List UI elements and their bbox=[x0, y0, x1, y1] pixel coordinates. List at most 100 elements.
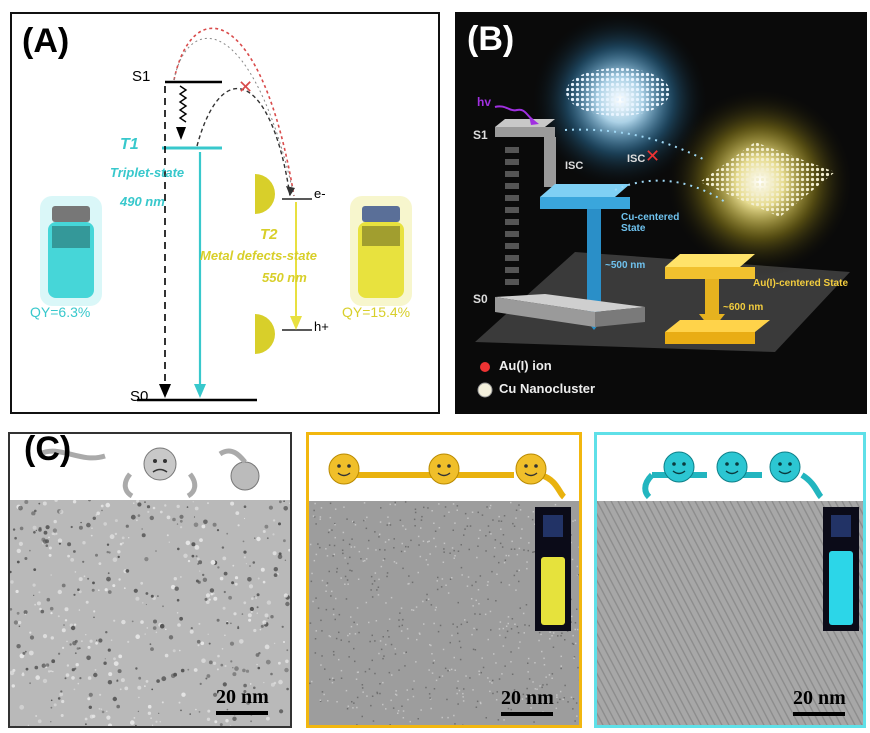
tem-speckle bbox=[273, 573, 278, 577]
tem-speckle bbox=[158, 712, 160, 714]
tem-speckle bbox=[428, 540, 430, 542]
tem-speckle bbox=[328, 529, 331, 531]
tem-speckle bbox=[161, 676, 167, 682]
tem-speckle bbox=[110, 639, 113, 641]
tem-speckle bbox=[373, 580, 376, 582]
tem-speckle bbox=[328, 570, 330, 573]
tem-speckle bbox=[50, 670, 52, 672]
tem-speckle bbox=[16, 644, 21, 649]
tem-speckle bbox=[75, 663, 79, 667]
tem-speckle bbox=[51, 532, 55, 535]
tem-speckle bbox=[319, 699, 322, 701]
tem-speckle bbox=[342, 539, 345, 541]
tem-speckle bbox=[230, 660, 233, 663]
tem-speckle bbox=[385, 708, 387, 710]
gray-cartoon-strip bbox=[38, 447, 260, 499]
tem-speckle bbox=[415, 606, 418, 608]
tem-speckle bbox=[257, 577, 260, 580]
tem-speckle bbox=[42, 678, 48, 684]
tem-speckle bbox=[285, 659, 289, 664]
tem-speckle bbox=[552, 632, 555, 634]
tem-speckle bbox=[327, 700, 329, 702]
tem-speckle bbox=[112, 584, 116, 588]
tem-speckle bbox=[73, 688, 76, 691]
tem-speckle bbox=[508, 584, 511, 586]
tem-speckle bbox=[156, 679, 160, 683]
tem-speckle bbox=[217, 566, 220, 569]
tem-speckle bbox=[346, 518, 348, 520]
tem-speckle bbox=[551, 673, 554, 675]
tem-speckle bbox=[164, 504, 167, 507]
tem-speckle bbox=[510, 548, 513, 550]
tem-speckle bbox=[172, 517, 176, 522]
tem-speckle bbox=[463, 534, 465, 536]
tem-speckle bbox=[386, 575, 388, 578]
tem-speckle bbox=[420, 527, 422, 529]
tem-speckle bbox=[147, 510, 150, 513]
tem-speckle bbox=[166, 515, 171, 520]
tem-speckle bbox=[150, 594, 154, 598]
lattice-fringe bbox=[694, 500, 814, 725]
tem-speckle bbox=[232, 667, 234, 669]
tem-speckle bbox=[324, 668, 326, 670]
tem-speckle bbox=[32, 525, 37, 530]
scalebar-2-label: 20 nm bbox=[501, 687, 554, 709]
tem-speckle bbox=[331, 590, 333, 593]
tem-speckle bbox=[93, 672, 98, 678]
tem-speckle bbox=[83, 575, 86, 578]
tem-speckle bbox=[376, 692, 379, 695]
tem-speckle bbox=[64, 677, 67, 680]
au-ground-bar bbox=[665, 332, 755, 344]
tem-speckle bbox=[447, 592, 450, 594]
tem-speckle bbox=[88, 498, 91, 502]
tem-speckle bbox=[12, 668, 16, 672]
tem-speckle bbox=[187, 559, 191, 563]
tem-speckle bbox=[149, 515, 154, 521]
tem-speckle bbox=[140, 581, 144, 585]
tem-speckle bbox=[52, 670, 54, 673]
tem-speckle bbox=[70, 625, 76, 631]
tem-speckle bbox=[247, 613, 252, 618]
tem-speckle bbox=[495, 699, 498, 701]
tem-speckle bbox=[234, 582, 238, 586]
tem-speckle bbox=[441, 716, 443, 719]
tem-speckle bbox=[50, 574, 52, 576]
tem-speckle bbox=[450, 668, 453, 671]
tem-speckle bbox=[348, 543, 351, 546]
tem-speckle bbox=[576, 565, 579, 568]
tem-speckle bbox=[433, 622, 435, 625]
tem-speckle bbox=[429, 697, 431, 699]
s0-bar bbox=[495, 297, 595, 327]
tem-speckle bbox=[42, 501, 47, 506]
tem-speckle bbox=[419, 633, 421, 635]
tem-speckle bbox=[13, 620, 18, 625]
tem-speckle bbox=[394, 653, 397, 655]
tem-speckle bbox=[106, 710, 108, 712]
tem-speckle bbox=[17, 620, 22, 625]
tem-speckle bbox=[422, 540, 425, 542]
tem-speckle bbox=[77, 682, 80, 685]
tem-speckle bbox=[385, 643, 387, 646]
tem-speckle bbox=[576, 715, 578, 717]
tem-speckle bbox=[500, 528, 502, 530]
tem-speckle bbox=[59, 692, 64, 697]
tem-speckle bbox=[249, 606, 254, 612]
tem-speckle bbox=[427, 563, 429, 566]
tem-speckle bbox=[109, 534, 115, 540]
tem-speckle bbox=[349, 556, 351, 559]
tem-speckle bbox=[230, 501, 235, 506]
tem-speckle bbox=[309, 622, 312, 624]
tem-speckle bbox=[411, 688, 414, 690]
tem-speckle bbox=[479, 575, 482, 577]
tem-speckle bbox=[247, 577, 252, 582]
tem-speckle bbox=[353, 546, 356, 548]
tem-speckle bbox=[376, 691, 378, 694]
tem-speckle bbox=[354, 633, 357, 635]
tem-speckle bbox=[117, 550, 121, 554]
tem-speckle bbox=[60, 714, 64, 717]
tem-speckle bbox=[462, 724, 464, 725]
tem-speckle bbox=[49, 606, 54, 611]
tem-speckle bbox=[54, 498, 58, 502]
tem-speckle bbox=[173, 577, 177, 581]
tem-speckle bbox=[22, 651, 26, 655]
